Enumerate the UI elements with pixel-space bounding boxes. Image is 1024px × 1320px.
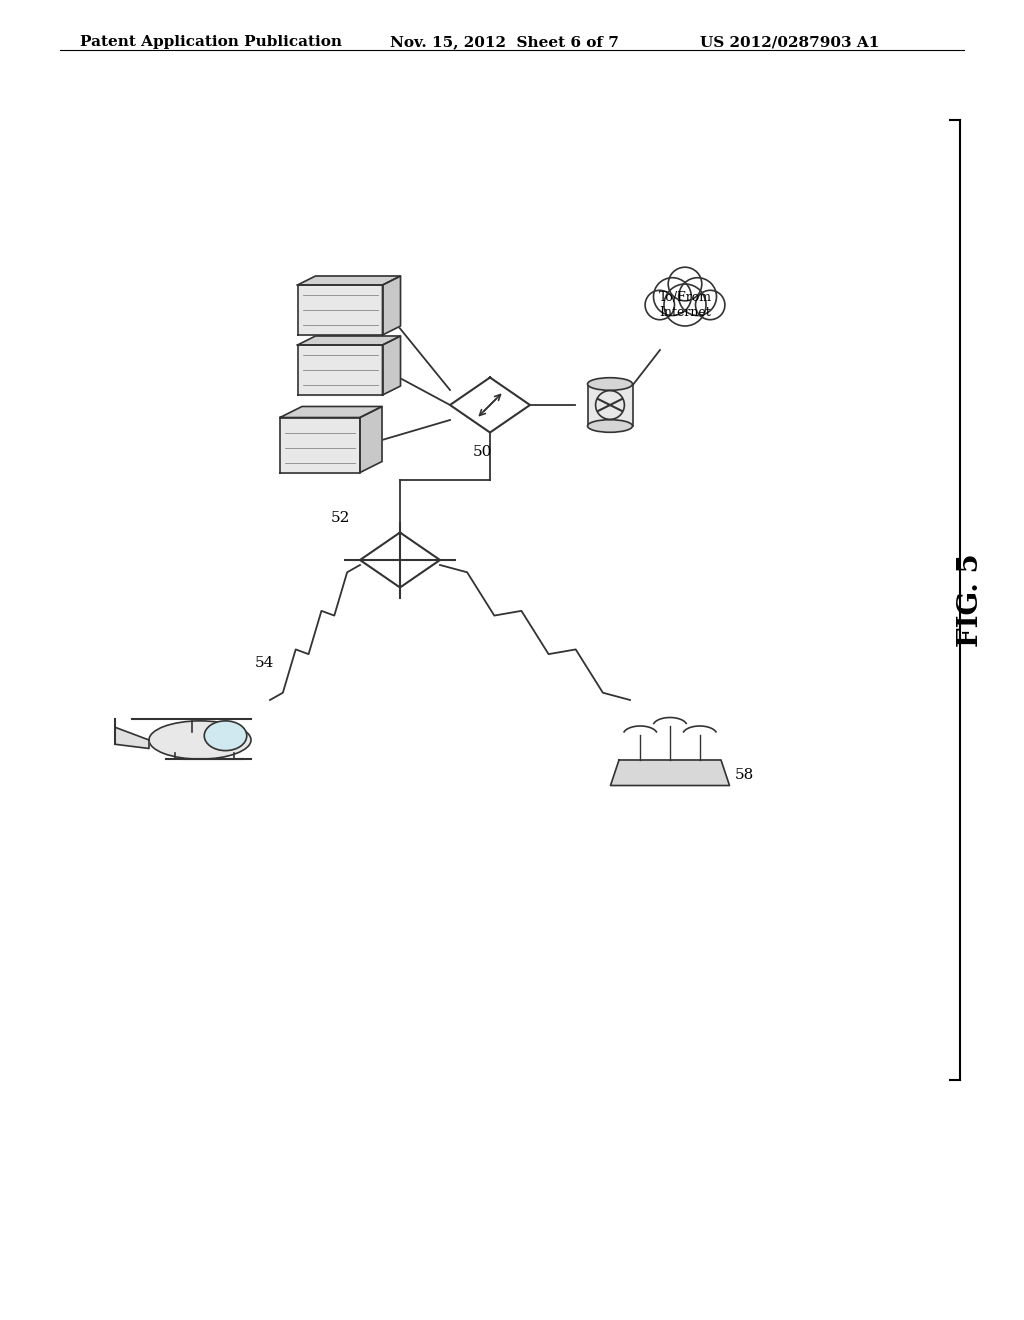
Polygon shape — [610, 760, 729, 785]
Polygon shape — [115, 727, 150, 748]
Polygon shape — [383, 337, 400, 395]
Polygon shape — [360, 407, 382, 473]
Polygon shape — [298, 345, 383, 395]
Text: 58: 58 — [735, 768, 755, 781]
Text: 54: 54 — [255, 656, 274, 671]
Polygon shape — [280, 407, 382, 417]
Polygon shape — [360, 532, 440, 587]
Text: To/From
Internet: To/From Internet — [658, 290, 712, 319]
Circle shape — [679, 277, 717, 315]
Text: 50: 50 — [472, 445, 492, 458]
Circle shape — [695, 290, 725, 319]
Polygon shape — [298, 337, 400, 345]
Circle shape — [645, 290, 675, 319]
Ellipse shape — [588, 378, 633, 391]
Polygon shape — [383, 276, 400, 335]
Text: FIG. 5: FIG. 5 — [956, 553, 983, 647]
Circle shape — [669, 267, 701, 301]
Text: Patent Application Publication: Patent Application Publication — [80, 36, 342, 49]
Text: Nov. 15, 2012  Sheet 6 of 7: Nov. 15, 2012 Sheet 6 of 7 — [390, 36, 618, 49]
Bar — [588, 384, 633, 426]
Polygon shape — [298, 276, 400, 285]
Polygon shape — [450, 378, 530, 433]
Ellipse shape — [204, 721, 247, 751]
Text: US 2012/0287903 A1: US 2012/0287903 A1 — [700, 36, 880, 49]
Polygon shape — [280, 417, 360, 473]
Circle shape — [653, 277, 691, 315]
Text: 52: 52 — [331, 511, 349, 525]
Polygon shape — [298, 285, 383, 335]
Ellipse shape — [150, 721, 251, 759]
Ellipse shape — [588, 420, 633, 433]
Circle shape — [664, 284, 706, 326]
